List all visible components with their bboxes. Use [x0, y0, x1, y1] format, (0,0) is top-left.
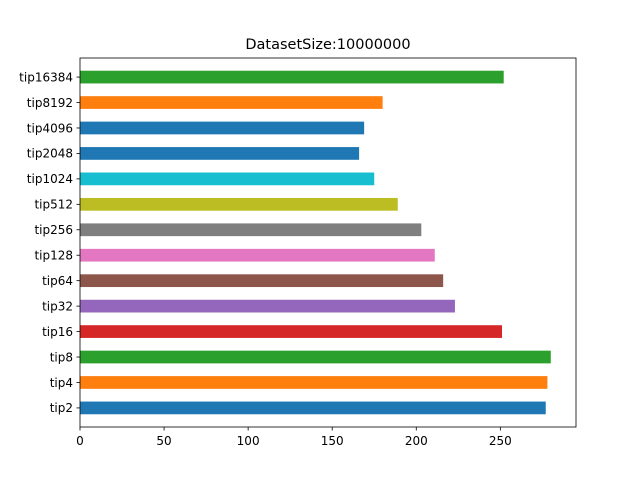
y-tick-label: tip64 — [42, 274, 73, 288]
y-tick-label: tip256 — [34, 223, 73, 237]
bar-tip32 — [80, 299, 455, 313]
bar-tip16 — [80, 325, 503, 338]
bars-group — [80, 70, 551, 415]
y-tick-label: tip128 — [34, 249, 73, 263]
y-tick-label: tip1024 — [27, 172, 73, 186]
x-axis-ticks: 0 50 100 150 200 250 — [76, 427, 512, 448]
bar-tip128 — [80, 248, 435, 262]
y-tick-label: tip32 — [42, 299, 73, 313]
bar-tip2 — [80, 401, 546, 415]
bar-tip16384 — [80, 70, 504, 84]
y-tick-label: tip16 — [42, 325, 73, 339]
bar-tip256 — [80, 223, 422, 237]
bar-tip8 — [80, 350, 551, 364]
x-tick-label: 200 — [405, 434, 428, 448]
y-tick-label: tip8192 — [27, 96, 73, 110]
bar-tip4096 — [80, 121, 365, 135]
bar-tip1024 — [80, 172, 375, 186]
y-tick-label: tip512 — [34, 198, 73, 212]
y-tick-label: tip4096 — [27, 121, 73, 135]
bar-tip64 — [80, 274, 444, 288]
y-tick-label: tip2 — [50, 401, 73, 415]
y-tick-label: tip8 — [50, 350, 73, 364]
chart-title: DatasetSize:10000000 — [245, 37, 410, 53]
x-tick-label: 0 — [76, 434, 84, 448]
y-tick-label: tip2048 — [27, 147, 73, 161]
bar-tip4 — [80, 376, 548, 389]
bar-tip2048 — [80, 147, 360, 160]
plot-frame — [79, 57, 577, 428]
y-tick-label: tip4 — [50, 376, 73, 390]
x-tick-label: 250 — [489, 434, 512, 448]
x-tick-label: 50 — [156, 434, 171, 448]
y-axis-ticks: tip2 tip4 tip8 tip16 tip32 tip64 tip128 tip256 t… — [19, 70, 80, 415]
bar-tip512 — [80, 197, 398, 211]
bar-tip8192 — [80, 96, 383, 109]
y-tick-label: tip16384 — [19, 70, 73, 84]
x-tick-label: 150 — [321, 434, 344, 448]
x-tick-label: 100 — [237, 434, 260, 448]
